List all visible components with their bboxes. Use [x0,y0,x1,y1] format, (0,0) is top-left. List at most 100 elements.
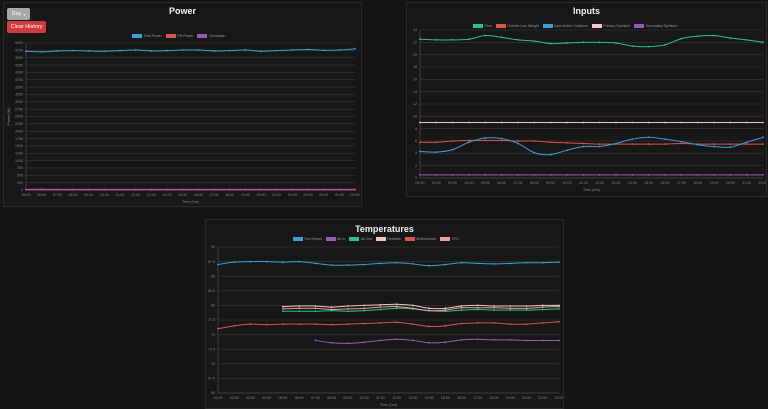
clear-history-button[interactable]: Clear History [7,21,46,33]
y-tick-label: 2000 [15,129,23,133]
series-line [315,338,559,344]
data-point [363,307,366,310]
data-point [419,141,421,144]
data-point [314,305,317,307]
data-point [451,140,454,142]
data-point [282,308,284,310]
data-point [260,50,262,53]
x-tick-label: 21:00 [272,193,281,197]
legend-swatch [325,237,336,241]
series-line [419,136,764,156]
x-tick-label: 19:00 [506,396,515,400]
x-tick-label: 06:00 [497,181,506,185]
data-point [664,121,666,124]
data-point [631,143,634,145]
data-point [444,341,447,344]
x-tick-label: 16:00 [661,181,670,185]
legend-item[interactable]: Heatsink [375,237,401,241]
legend-swatch [440,237,451,241]
data-point [615,42,617,44]
legend-item[interactable]: Fan Speed [293,237,322,241]
legend-swatch [165,34,176,38]
data-point [419,38,421,41]
y-tick-label: 1250 [15,151,23,155]
range-label: Day [11,11,22,17]
data-point [500,139,503,142]
data-point [664,174,666,176]
x-tick-label: 22:00 [555,396,564,400]
data-point [444,324,447,327]
legend-swatch [375,237,386,241]
legend-item[interactable]: Input Active Solutions [542,24,588,28]
legend-item[interactable]: Outside Line Weight [495,24,539,28]
data-point [647,136,650,139]
legend-item[interactable]: CPU [440,237,459,241]
data-point [533,151,536,154]
legend-item[interactable]: Total Power [132,34,162,38]
legend-item[interactable]: Flow [473,24,492,28]
x-tick-label: 13:00 [408,396,417,400]
data-point [428,309,430,312]
y-tick-label: 22 [413,41,417,45]
series-line [419,34,764,48]
range-select-button[interactable]: Day ▾ [7,8,30,20]
data-point [745,174,748,176]
x-axis-label: Time (hrs) [182,200,200,204]
x-tick-label: 13:00 [612,181,621,185]
data-point [363,341,366,344]
data-point [476,304,479,307]
data-point [379,303,382,306]
data-point [298,310,301,313]
x-tick-label: 21:00 [538,396,547,400]
data-point [56,50,59,52]
data-point [451,121,454,124]
data-point [713,174,715,176]
data-point [330,308,333,311]
data-point [500,174,503,176]
x-tick-label: 10:00 [360,396,369,400]
legend-label: Primary Sprinkler [603,24,631,28]
x-tick-label: 20:00 [726,181,735,185]
data-point [582,41,585,44]
y-tick-label: 82.5 [208,289,215,293]
data-point [615,142,617,145]
x-tick-label: 09:00 [84,193,93,197]
legend-swatch [349,237,360,241]
data-point [244,49,247,51]
legend-item[interactable]: Air Out [349,237,372,241]
data-point [680,174,683,176]
legend-item[interactable]: Primary Sprinkler [591,24,631,28]
data-point [631,138,634,141]
data-point [713,121,715,124]
legend-item[interactable]: Motherboard [404,237,436,241]
legend-item[interactable]: Circulation [197,34,226,38]
data-point [249,323,252,325]
data-point [451,174,454,176]
data-point [558,308,560,310]
data-point [631,121,634,124]
data-point [509,305,512,307]
temperatures-legend: Fan Speed Air In Air Out Heatsink Motherboar… [293,237,459,241]
data-point [25,50,27,53]
data-point [509,338,512,341]
data-point [476,306,479,309]
x-tick-label: 00:00 [319,193,328,197]
data-point [745,143,748,145]
legend-item[interactable]: Secondary Sprinkler [634,24,677,28]
data-point [509,262,512,265]
data-point [119,49,121,52]
data-point [525,339,528,342]
data-point [395,321,398,324]
series-line [217,261,560,267]
x-tick-label: 10:00 [563,181,572,185]
data-point [762,174,764,176]
y-tick-label: 4 [415,152,417,156]
data-point [379,308,382,311]
data-point [493,305,495,307]
x-tick-label: 10:00 [100,193,109,197]
legend-item[interactable]: Air In [325,237,345,241]
x-tick-label: 05:00 [278,396,287,400]
legend-item[interactable]: PM Power [165,34,193,38]
legend-swatch [542,24,553,28]
data-point [87,188,90,191]
